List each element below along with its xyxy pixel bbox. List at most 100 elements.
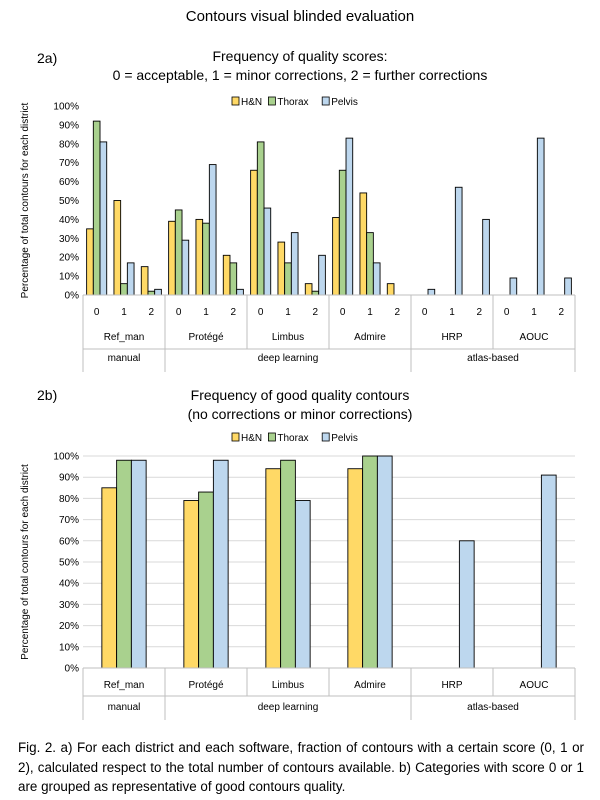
chart-2a-bar-hn	[332, 217, 340, 296]
chart-2a: 0% 10% 2 0% 30% 40% 50% 60% 70% 80% 90% 100% Percent…	[20, 96, 576, 720]
chart-2b-title: Frequency of good quality contours	[190, 387, 410, 403]
chart-2b-category-label: Limbus	[272, 680, 304, 691]
chart-2a-category-label: 0	[422, 307, 428, 318]
chart-2a-bar-pelvis	[427, 288, 436, 296]
chart-2a-bar-pelvis	[99, 141, 108, 296]
chart-2b-category-label: Protégé	[188, 680, 223, 691]
chart-2a-layer: 0% 10% 20% 30% 40% 50% 60% 70% 80% 90% 100% Percent…	[20, 96, 576, 372]
chart-2a-bar-pelvis	[454, 186, 463, 296]
chart-2a-bar-pelvis	[290, 232, 299, 296]
chart-2a-legend-label: H&N	[241, 97, 262, 108]
chart-2b-category-label: HRP	[441, 680, 462, 691]
chart-2a-ytick-label: 100%	[53, 102, 79, 113]
chart-2a-bar-pelvis	[236, 288, 244, 296]
chart-2a-bar-pelvis	[318, 254, 326, 296]
chart-2a-bar-thorax	[147, 290, 156, 296]
chart-2a-bar-pelvis	[263, 207, 272, 296]
chart-2a-bar-hn	[140, 266, 149, 296]
chart-2a-ytick-label: 40%	[59, 215, 79, 226]
chart-2a-category-label: 1	[203, 307, 209, 318]
chart-2a-category-label: 1	[367, 307, 373, 318]
chart-2a-group-label: atlas-based	[467, 353, 519, 364]
chart-2a-bar-pelvis	[345, 137, 354, 296]
chart-2a-category-label: 0	[340, 307, 346, 318]
chart-2b-bar-thorax	[198, 491, 214, 669]
chart-2b-subtitle: (no corrections or minor corrections)	[187, 406, 413, 422]
chart-2b-category-label: Ref_man	[104, 680, 145, 691]
chart-2b-bar-pelvis	[130, 459, 147, 669]
chart-2b-ytick-label: 90%	[59, 473, 79, 484]
chart-2a-category-label: 0	[258, 307, 264, 318]
chart-2a-bar-thorax	[311, 290, 320, 296]
chart-2a-ytick-label: 70%	[59, 158, 79, 169]
chart-2a-ylabel: Percentage of total contours for each di…	[20, 102, 31, 298]
chart-2a-software-label: HRP	[441, 332, 462, 343]
chart-2b-ytick-label: 40%	[59, 579, 79, 590]
chart-2a-software-label: AOUC	[520, 332, 549, 343]
chart-2a-bar-thorax	[174, 209, 183, 296]
chart-2a-bar-thorax	[366, 232, 374, 296]
chart-2a-category-label: 2	[477, 307, 483, 318]
chart-2a-title: Frequency of quality scores:	[212, 48, 388, 64]
chart-2a-group-label: manual	[108, 353, 141, 364]
chart-2b-ytick-label: 70%	[59, 515, 79, 526]
chart-2a-bar-pelvis	[208, 164, 217, 296]
chart-2a-category-label: 2	[559, 307, 565, 318]
chart-2a-bar-hn	[386, 283, 395, 296]
chart-2a-bar-hn	[86, 228, 94, 296]
chart-2b-legend-swatch	[321, 432, 330, 442]
chart-2b-category-label: AOUC	[520, 680, 549, 691]
page-title: Contours visual blinded evaluation	[185, 8, 415, 25]
chart-2a-bar-hn	[195, 218, 204, 296]
chart-2b-legend-label: Pelvis	[331, 433, 358, 444]
chart-2a-software-label: Admire	[354, 332, 386, 343]
chart-2a-bar-pelvis	[536, 137, 545, 296]
chart-2b-title-block: Frequency of good quality contours (no c…	[60, 386, 540, 424]
chart-2a-ytick-label: 10%	[59, 272, 79, 283]
chart-2a-bar-pelvis	[181, 239, 190, 296]
chart-2a-category-label: 0	[94, 307, 100, 318]
chart-2a-ytick-label: 30%	[59, 234, 79, 245]
chart-2a-bar-hn	[168, 220, 176, 296]
chart-2a-bar-thorax	[284, 262, 292, 296]
chart-2b-bar-pelvis	[376, 455, 393, 669]
chart-2a-legend-label: Thorax	[277, 97, 308, 108]
chart-2b-bar-thorax	[116, 459, 132, 669]
chart-2b-bar-thorax	[362, 455, 378, 669]
chart-2b-legend-label: H&N	[241, 433, 262, 444]
chart-2b-ytick-label: 30%	[59, 600, 79, 611]
chart-2b-group-label: manual	[108, 702, 141, 713]
chart-2a-bar-pelvis	[372, 262, 381, 296]
chart-2a-category-label: 2	[231, 307, 237, 318]
chart-2a-ytick-label: 80%	[59, 139, 79, 150]
chart-2b-ytick-label: 0%	[65, 664, 80, 675]
chart-2a-bar-hn	[359, 192, 368, 296]
chart-2b-ytick-label: 100%	[53, 452, 79, 463]
chart-2a-bar-pelvis	[564, 277, 572, 296]
chart-2a-title-block: Frequency of quality scores: 0 = accepta…	[60, 47, 540, 85]
chart-2a-bar-pelvis	[482, 218, 490, 296]
chart-2b-bar-hn	[347, 468, 364, 669]
chart-2a-ytick-label: 0%	[65, 291, 80, 302]
chart-2b-layer: 0% 10% 20% 30% 40% 50% 60% 70% 80% 90% 100% Percent…	[20, 432, 576, 720]
chart-2b-ytick-label: 60%	[59, 536, 79, 547]
chart-2b-group-label: deep learning	[258, 702, 319, 713]
chart-2a-group-label: deep learning	[258, 353, 319, 364]
panel-2a-label: 2a)	[37, 50, 58, 66]
chart-2a-bar-thorax	[256, 141, 265, 296]
chart-2a-bar-hn	[277, 241, 286, 296]
chart-2b-category-label: Admire	[354, 680, 386, 691]
chart-2a-bar-hn	[304, 283, 313, 296]
chart-2a-legend-swatch	[321, 96, 330, 106]
chart-2a-bar-thorax	[92, 120, 101, 296]
chart-2a-bar-pelvis	[154, 288, 162, 296]
chart-2a-legend-label: Pelvis	[331, 97, 358, 108]
chart-2a-ytick-label: 50%	[59, 196, 79, 207]
chart-2b-bar-hn	[265, 468, 282, 669]
chart-2a-ytick-label: 60%	[59, 177, 79, 188]
chart-2a-bar-thorax	[229, 262, 238, 296]
chart-2a-bar-hn	[113, 200, 122, 296]
chart-2a-software-label: Limbus	[272, 332, 304, 343]
chart-2a-category-label: 2	[395, 307, 401, 318]
chart-2a-software-label: Ref_man	[104, 332, 145, 343]
